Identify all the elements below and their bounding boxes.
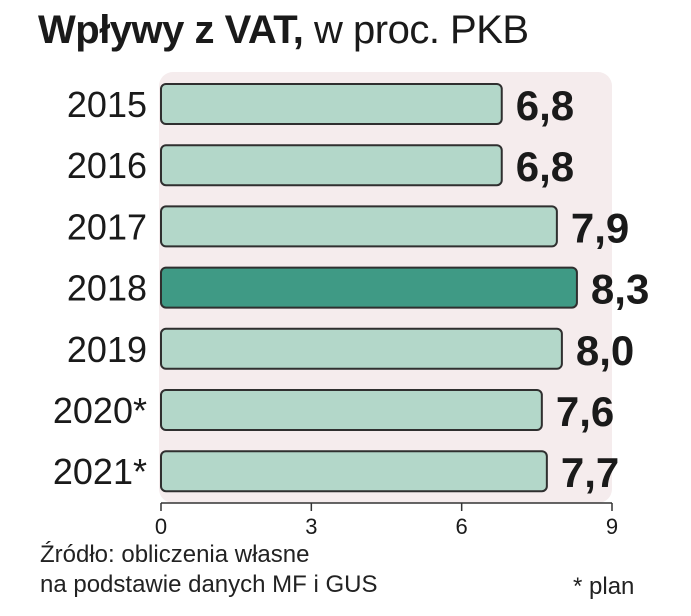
chart-title-bold: Wpływy z VAT,: [38, 8, 304, 52]
source-note: Źródło: obliczenia własne na podstawie d…: [40, 540, 378, 600]
category-label: 2016: [67, 145, 147, 186]
bar-2016: [160, 144, 503, 187]
source-line-2: na podstawie danych MF i GUS: [40, 571, 378, 598]
category-label: 2017: [67, 206, 147, 247]
value-label: 8,3: [591, 266, 649, 313]
bar-2017: [160, 205, 558, 248]
chart-title-subtitle: w proc. PKB: [314, 8, 529, 52]
x-tick-label: 6: [456, 514, 468, 539]
value-label: 6,8: [516, 143, 574, 190]
x-tick-label: 9: [606, 514, 618, 539]
category-label: 2015: [67, 84, 147, 125]
bar-2020-plan: [160, 389, 543, 431]
category-label: 2019: [67, 329, 147, 370]
bar-2019: [160, 327, 563, 370]
category-label: 2021*: [53, 451, 147, 492]
value-label: 8,0: [576, 327, 634, 374]
source-line-1: Źródło: obliczenia własne: [40, 541, 310, 568]
category-label: 2020*: [53, 390, 147, 431]
bar-2021-plan: [160, 450, 548, 493]
x-tick-label: 3: [305, 514, 317, 539]
value-label: 7,7: [561, 449, 619, 496]
category-label: 2018: [67, 268, 147, 309]
x-tick-label: 0: [155, 514, 167, 539]
plan-note: * plan: [573, 573, 635, 600]
value-label: 6,8: [516, 82, 574, 129]
bar-2018: [160, 266, 578, 309]
value-label: 7,9: [571, 204, 629, 251]
chart-title: Wpływy z VAT, w proc. PKB: [38, 6, 529, 54]
value-label: 7,6: [556, 388, 614, 435]
bar-2015: [160, 83, 503, 125]
